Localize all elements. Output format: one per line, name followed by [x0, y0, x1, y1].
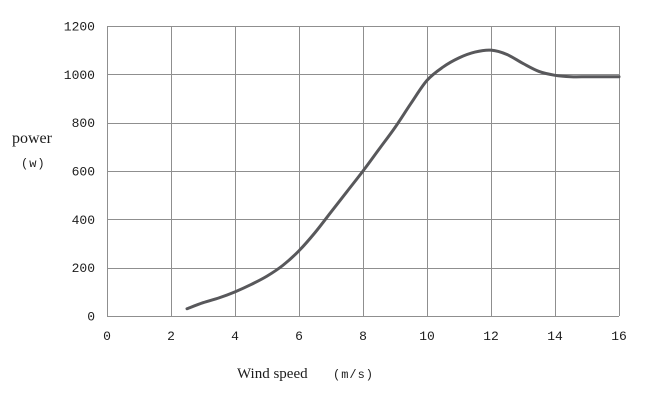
x-tick-label: 14 [547, 329, 563, 344]
x-tick-label: 0 [103, 329, 111, 344]
y-tick-label: 200 [72, 261, 95, 276]
x-tick-label: 4 [231, 329, 239, 344]
x-tick-label: 2 [167, 329, 175, 344]
x-tick-label: 6 [295, 329, 303, 344]
x-tick-label: 16 [611, 329, 627, 344]
y-tick-label: 0 [87, 310, 95, 325]
y-tick-label: 600 [72, 165, 95, 180]
x-tick-label: 8 [359, 329, 367, 344]
power-curve-line [185, 48, 621, 311]
x-tick-label: 12 [483, 329, 499, 344]
x-axis-title: Wind speed [237, 366, 308, 382]
y-tick-label: 800 [72, 116, 95, 131]
x-axis-unit: (m/s) [333, 368, 375, 382]
y-tick-label: 1200 [64, 20, 95, 35]
x-tick-label: 10 [419, 329, 435, 344]
y-tick-label: 1000 [64, 68, 95, 83]
y-axis-title: power [12, 130, 52, 147]
y-axis-unit: (w) [21, 157, 46, 171]
y-tick-label: 400 [72, 213, 95, 228]
